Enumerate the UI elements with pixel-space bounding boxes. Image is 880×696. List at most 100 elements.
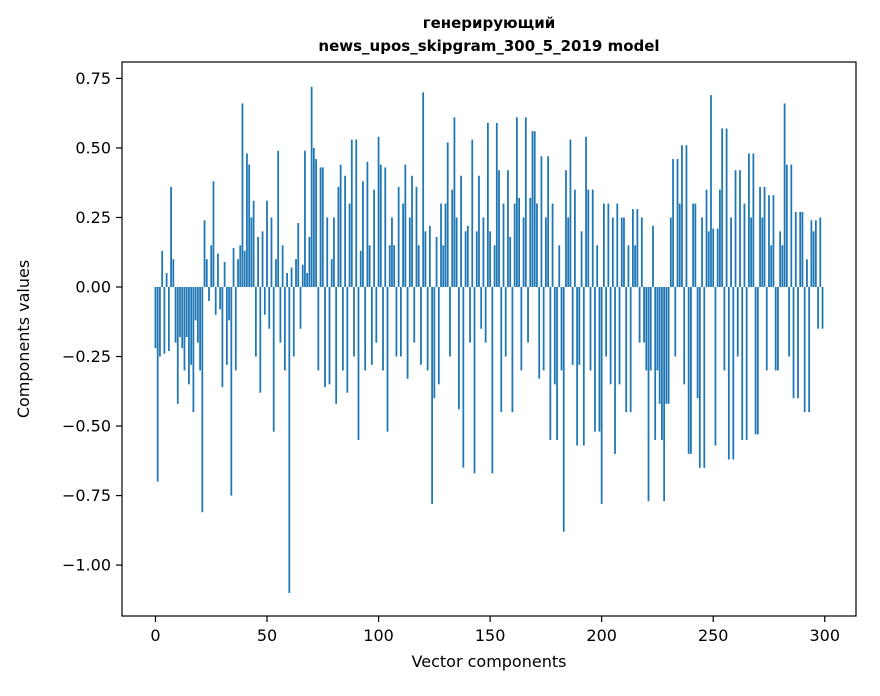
bar: [792, 286, 795, 399]
bar: [212, 181, 215, 287]
bar: [538, 286, 541, 379]
bar: [241, 103, 244, 287]
bar: [188, 286, 190, 385]
bar: [779, 231, 782, 287]
bar: [335, 286, 338, 404]
bar: [665, 286, 668, 404]
bar: [692, 203, 695, 287]
bar: [681, 145, 683, 287]
bar: [261, 231, 264, 287]
bar: [582, 286, 585, 446]
bar: [745, 286, 748, 440]
bar: [629, 286, 632, 413]
bar: [353, 286, 355, 357]
bar: [268, 286, 271, 329]
bar: [730, 217, 732, 287]
bar: [346, 286, 349, 393]
bar: [266, 200, 268, 287]
bar: [480, 286, 483, 329]
bar: [667, 286, 670, 404]
bar: [375, 286, 378, 343]
bar: [297, 223, 300, 287]
bar: [694, 203, 697, 287]
bar: [732, 286, 735, 460]
bar: [658, 286, 661, 404]
bar: [618, 286, 621, 385]
bar: [277, 150, 280, 287]
bar: [578, 286, 581, 365]
bar: [393, 245, 396, 287]
bar: [491, 286, 494, 474]
bar: [250, 217, 253, 287]
bar: [545, 217, 547, 287]
bar: [513, 203, 516, 287]
bar: [460, 175, 462, 287]
bar: [301, 264, 304, 287]
bar: [473, 286, 476, 474]
bar: [736, 286, 739, 357]
bar: [203, 220, 206, 287]
bar: [190, 286, 193, 365]
bar: [750, 217, 753, 287]
bar: [388, 245, 391, 287]
bar: [451, 189, 454, 287]
bar: [449, 286, 451, 357]
bar: [257, 236, 259, 287]
bar: [237, 259, 239, 287]
bar: [310, 86, 313, 287]
chart-title: генерирующий news_upos_skipgram_300_5_201…: [122, 12, 856, 59]
bar: [348, 203, 351, 287]
bar: [611, 217, 614, 287]
bar: [167, 286, 170, 351]
bar: [589, 286, 592, 371]
bar: [299, 286, 302, 329]
y-tick-label: 0.25: [75, 208, 111, 227]
bar: [373, 189, 375, 287]
bar: [687, 286, 690, 454]
bar: [518, 198, 521, 287]
bar: [254, 286, 257, 357]
bar: [464, 231, 467, 287]
bar: [781, 245, 784, 287]
bar: [701, 217, 703, 287]
x-axis-label: Vector components: [411, 652, 567, 671]
chart-title-line1: генерирующий: [422, 14, 556, 32]
bar: [772, 195, 775, 287]
bar: [179, 286, 181, 338]
bar: [433, 286, 436, 399]
bar: [194, 286, 197, 321]
bar: [440, 203, 442, 287]
bar: [533, 131, 536, 287]
bar: [761, 217, 764, 287]
bar: [803, 286, 806, 413]
bar: [799, 211, 802, 287]
bar: [457, 286, 460, 410]
bar: [600, 286, 603, 504]
y-axis-label: Components values: [14, 259, 33, 419]
bar: [741, 286, 744, 440]
bar: [632, 209, 634, 287]
bar: [690, 286, 692, 454]
bar: [230, 286, 233, 496]
bar: [531, 131, 534, 287]
bar: [553, 286, 556, 385]
bar: [386, 286, 389, 432]
bar: [683, 286, 686, 385]
bar: [404, 164, 407, 287]
bar: [399, 286, 402, 357]
bar: [620, 217, 623, 287]
bar: [279, 286, 282, 343]
bar: [743, 203, 746, 287]
bar: [562, 286, 565, 532]
bar: [411, 175, 413, 287]
bar: [337, 186, 340, 287]
bar: [654, 286, 657, 440]
bar: [768, 195, 770, 287]
bar: [656, 286, 659, 371]
bar: [201, 286, 204, 513]
bar: [625, 286, 628, 413]
bar: [214, 286, 217, 315]
bar: [382, 286, 384, 371]
bar: [638, 286, 641, 343]
bar: [511, 286, 514, 413]
